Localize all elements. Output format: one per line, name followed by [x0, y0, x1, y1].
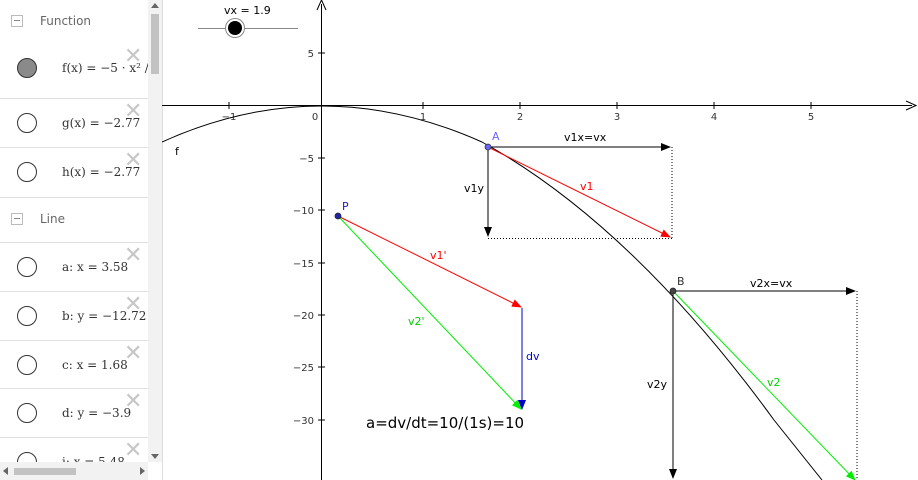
- y-axis-arrow-icon: [316, 0, 327, 11]
- graphics-view[interactable]: −1 0 1 2 3 4 5 5 −5 −10 −15 −20 −25 −30: [162, 0, 918, 480]
- visibility-toggle-f[interactable]: [17, 58, 37, 78]
- delete-icon[interactable]: ✕: [124, 341, 143, 366]
- delete-icon[interactable]: ✕: [124, 292, 143, 317]
- y-tick-label: −25: [293, 363, 314, 374]
- visibility-toggle-c[interactable]: [17, 355, 37, 375]
- x-axis-arrow-icon: [905, 100, 918, 111]
- label-v2y: v2y: [647, 378, 668, 391]
- label-v1x: v1x=vx: [564, 131, 607, 144]
- y-ticks: [318, 52, 325, 421]
- vector-v1-prime: [337, 215, 522, 308]
- algebra-view[interactable]: Function f(x) = −5 · x² / 1 ✕ g(x) = −2.…: [0, 0, 163, 480]
- delete-icon[interactable]: ✕: [124, 243, 143, 268]
- delete-icon[interactable]: ✕: [124, 438, 143, 463]
- visibility-toggle-d[interactable]: [17, 403, 37, 423]
- visibility-toggle-b[interactable]: [17, 306, 37, 326]
- helper-lines: [488, 147, 858, 480]
- formula-text: a=dv/dt=10/(1s)=10: [366, 414, 524, 432]
- group-title-function: Function: [40, 14, 92, 28]
- definition-c[interactable]: c: x = 1.68: [62, 358, 128, 372]
- point-label-b: B: [677, 275, 685, 288]
- label-v1: v1: [580, 180, 594, 193]
- vector-v2: [672, 290, 856, 480]
- point-label-a: A: [492, 130, 500, 143]
- algebra-row-d[interactable]: d: y = −3.9 ✕: [0, 388, 148, 438]
- collapse-line-button[interactable]: [11, 213, 23, 225]
- vertical-scrollbar[interactable]: [148, 0, 162, 462]
- horizontal-scroll-thumb[interactable]: [14, 468, 76, 475]
- x-tick-label: 5: [808, 112, 814, 123]
- label-v1-prime: v1': [430, 249, 447, 262]
- x-tick-label: 3: [614, 112, 620, 123]
- algebra-row-c[interactable]: c: x = 1.68 ✕: [0, 340, 148, 390]
- divider: [0, 197, 148, 198]
- definition-b[interactable]: b: y = −12.72: [62, 309, 147, 323]
- scroll-down-icon[interactable]: [151, 454, 159, 459]
- horizontal-scrollbar[interactable]: [0, 462, 148, 480]
- definition-d[interactable]: d: y = −3.9: [62, 406, 132, 420]
- curve-label-f: f: [175, 145, 180, 158]
- definition-f[interactable]: f(x) = −5 · x² / 1: [62, 61, 148, 75]
- point-b[interactable]: [669, 287, 677, 295]
- label-v2: v2: [767, 376, 781, 389]
- y-tick-label: −10: [293, 206, 314, 217]
- x-tick-label: 1: [420, 112, 426, 123]
- definition-a[interactable]: a: x = 3.58: [62, 260, 129, 274]
- slider-track[interactable]: [198, 28, 298, 29]
- algebra-row-g[interactable]: g(x) = −2.77 ✕: [0, 98, 148, 148]
- collapse-function-button[interactable]: [11, 15, 23, 27]
- vector-v2-prime: [337, 215, 522, 410]
- slider-label: vx = 1.9: [224, 4, 271, 17]
- point-a[interactable]: [484, 143, 492, 151]
- algebra-row-a[interactable]: a: x = 3.58 ✕: [0, 242, 148, 292]
- scroll-up-icon[interactable]: [151, 3, 159, 8]
- x-tick-label: 0: [312, 112, 318, 123]
- group-header-function[interactable]: Function: [0, 0, 148, 44]
- label-dv: dv: [526, 350, 540, 363]
- x-tick-label: −1: [222, 112, 237, 123]
- y-tick-label: −30: [293, 416, 314, 427]
- algebra-row-f[interactable]: f(x) = −5 · x² / 1 ✕: [0, 44, 148, 93]
- x-tick-label: 4: [711, 112, 717, 123]
- point-label-p: P: [342, 200, 349, 213]
- vx-slider[interactable]: vx = 1.9: [196, 0, 306, 44]
- scroll-left-icon[interactable]: [3, 467, 8, 475]
- definition-g[interactable]: g(x) = −2.77: [62, 116, 141, 130]
- y-tick-label: 5: [308, 49, 314, 60]
- label-v2-prime: v2': [408, 315, 425, 328]
- group-title-line: Line: [40, 212, 66, 226]
- visibility-toggle-a[interactable]: [17, 257, 37, 277]
- vertical-scroll-thumb[interactable]: [151, 14, 159, 74]
- delete-icon[interactable]: ✕: [124, 44, 143, 69]
- delete-icon[interactable]: ✕: [124, 389, 143, 414]
- visibility-toggle-h[interactable]: [17, 162, 37, 182]
- definition-h[interactable]: h(x) = −2.77: [62, 165, 141, 179]
- y-tick-label: −15: [293, 259, 314, 270]
- delete-icon[interactable]: ✕: [124, 148, 143, 173]
- y-tick-label: −20: [293, 311, 314, 322]
- label-v1y: v1y: [464, 182, 485, 195]
- x-ticks: [228, 102, 812, 109]
- vector-v1: [487, 146, 671, 238]
- slider-knob[interactable]: [228, 21, 242, 35]
- y-tick-label: −5: [299, 154, 314, 165]
- x-tick-label: 2: [517, 112, 523, 123]
- point-p[interactable]: [334, 212, 342, 220]
- group-header-line[interactable]: Line: [0, 198, 148, 242]
- graphics-canvas[interactable]: −1 0 1 2 3 4 5 5 −5 −10 −15 −20 −25 −30: [162, 0, 918, 480]
- delete-icon[interactable]: ✕: [124, 99, 143, 124]
- visibility-toggle-g[interactable]: [17, 113, 37, 133]
- scroll-right-icon[interactable]: [140, 467, 145, 475]
- algebra-row-h[interactable]: h(x) = −2.77 ✕: [0, 147, 148, 197]
- label-v2x: v2x=vx: [750, 277, 793, 290]
- algebra-row-b[interactable]: b: y = −12.72 ✕: [0, 291, 148, 341]
